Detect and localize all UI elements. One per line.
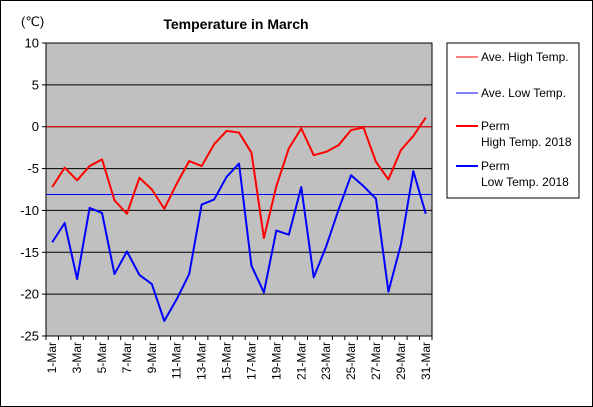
legend-label-2: Perm — [481, 119, 510, 133]
x-tick-label: 31-Mar — [419, 342, 433, 380]
legend-box — [446, 42, 580, 199]
y-unit-label: (℃) — [21, 14, 44, 29]
y-axis: 10 5 0 -5 -10 -15 -20 -25 — [20, 36, 46, 344]
x-tick-label: 1-Mar — [45, 342, 59, 373]
x-tick-label: 3-Mar — [70, 342, 84, 373]
x-tick-label: 17-Mar — [244, 342, 258, 380]
x-tick-label: 7-Mar — [120, 342, 134, 373]
y-tick-label: -25 — [20, 329, 39, 344]
y-tick-label: -20 — [20, 287, 39, 302]
x-tick-label: 29-Mar — [394, 342, 408, 380]
series-line-3 — [51, 162, 427, 322]
x-tick-label: 11-Mar — [170, 342, 184, 379]
legend-label-2: High Temp. 2018 — [481, 135, 572, 149]
y-tick-label: 10 — [25, 36, 39, 51]
x-tick-label: 25-Mar — [344, 342, 358, 380]
y-tick-label: -10 — [20, 203, 39, 218]
x-tick-label: 23-Mar — [319, 342, 333, 380]
legend-label-3: Low Temp. 2018 — [481, 175, 569, 189]
x-tick-label: 9-Mar — [145, 342, 159, 373]
x-tick-label: 19-Mar — [269, 342, 283, 380]
chart-title: Temperature in March — [163, 16, 308, 32]
y-tick-label: 5 — [32, 77, 39, 92]
x-tick-label: 15-Mar — [220, 342, 234, 380]
y-tick-label: -15 — [20, 245, 39, 260]
legend-label-1: Ave. Low Temp. — [481, 86, 566, 100]
legend-label-3: Perm — [481, 159, 510, 173]
x-tick-label: 5-Mar — [95, 342, 109, 373]
x-axis: 1-Mar 3-Mar 5-Mar 7-Mar 9-Mar 11-Mar 13-Mar 15-… — [45, 336, 433, 380]
x-tick-label: 21-Mar — [294, 342, 308, 380]
series-group — [46, 116, 432, 322]
x-tick-label: 27-Mar — [369, 342, 383, 380]
legend: Ave. High Temp. Ave. Low Temp. Perm High Te… — [446, 42, 580, 199]
series-line-2 — [51, 116, 427, 240]
y-tick-label: -5 — [27, 161, 39, 176]
x-tick-label: 13-Mar — [195, 342, 209, 380]
plot-area — [45, 42, 433, 337]
legend-label-0: Ave. High Temp. — [481, 50, 569, 64]
y-tick-label: 0 — [32, 119, 39, 134]
